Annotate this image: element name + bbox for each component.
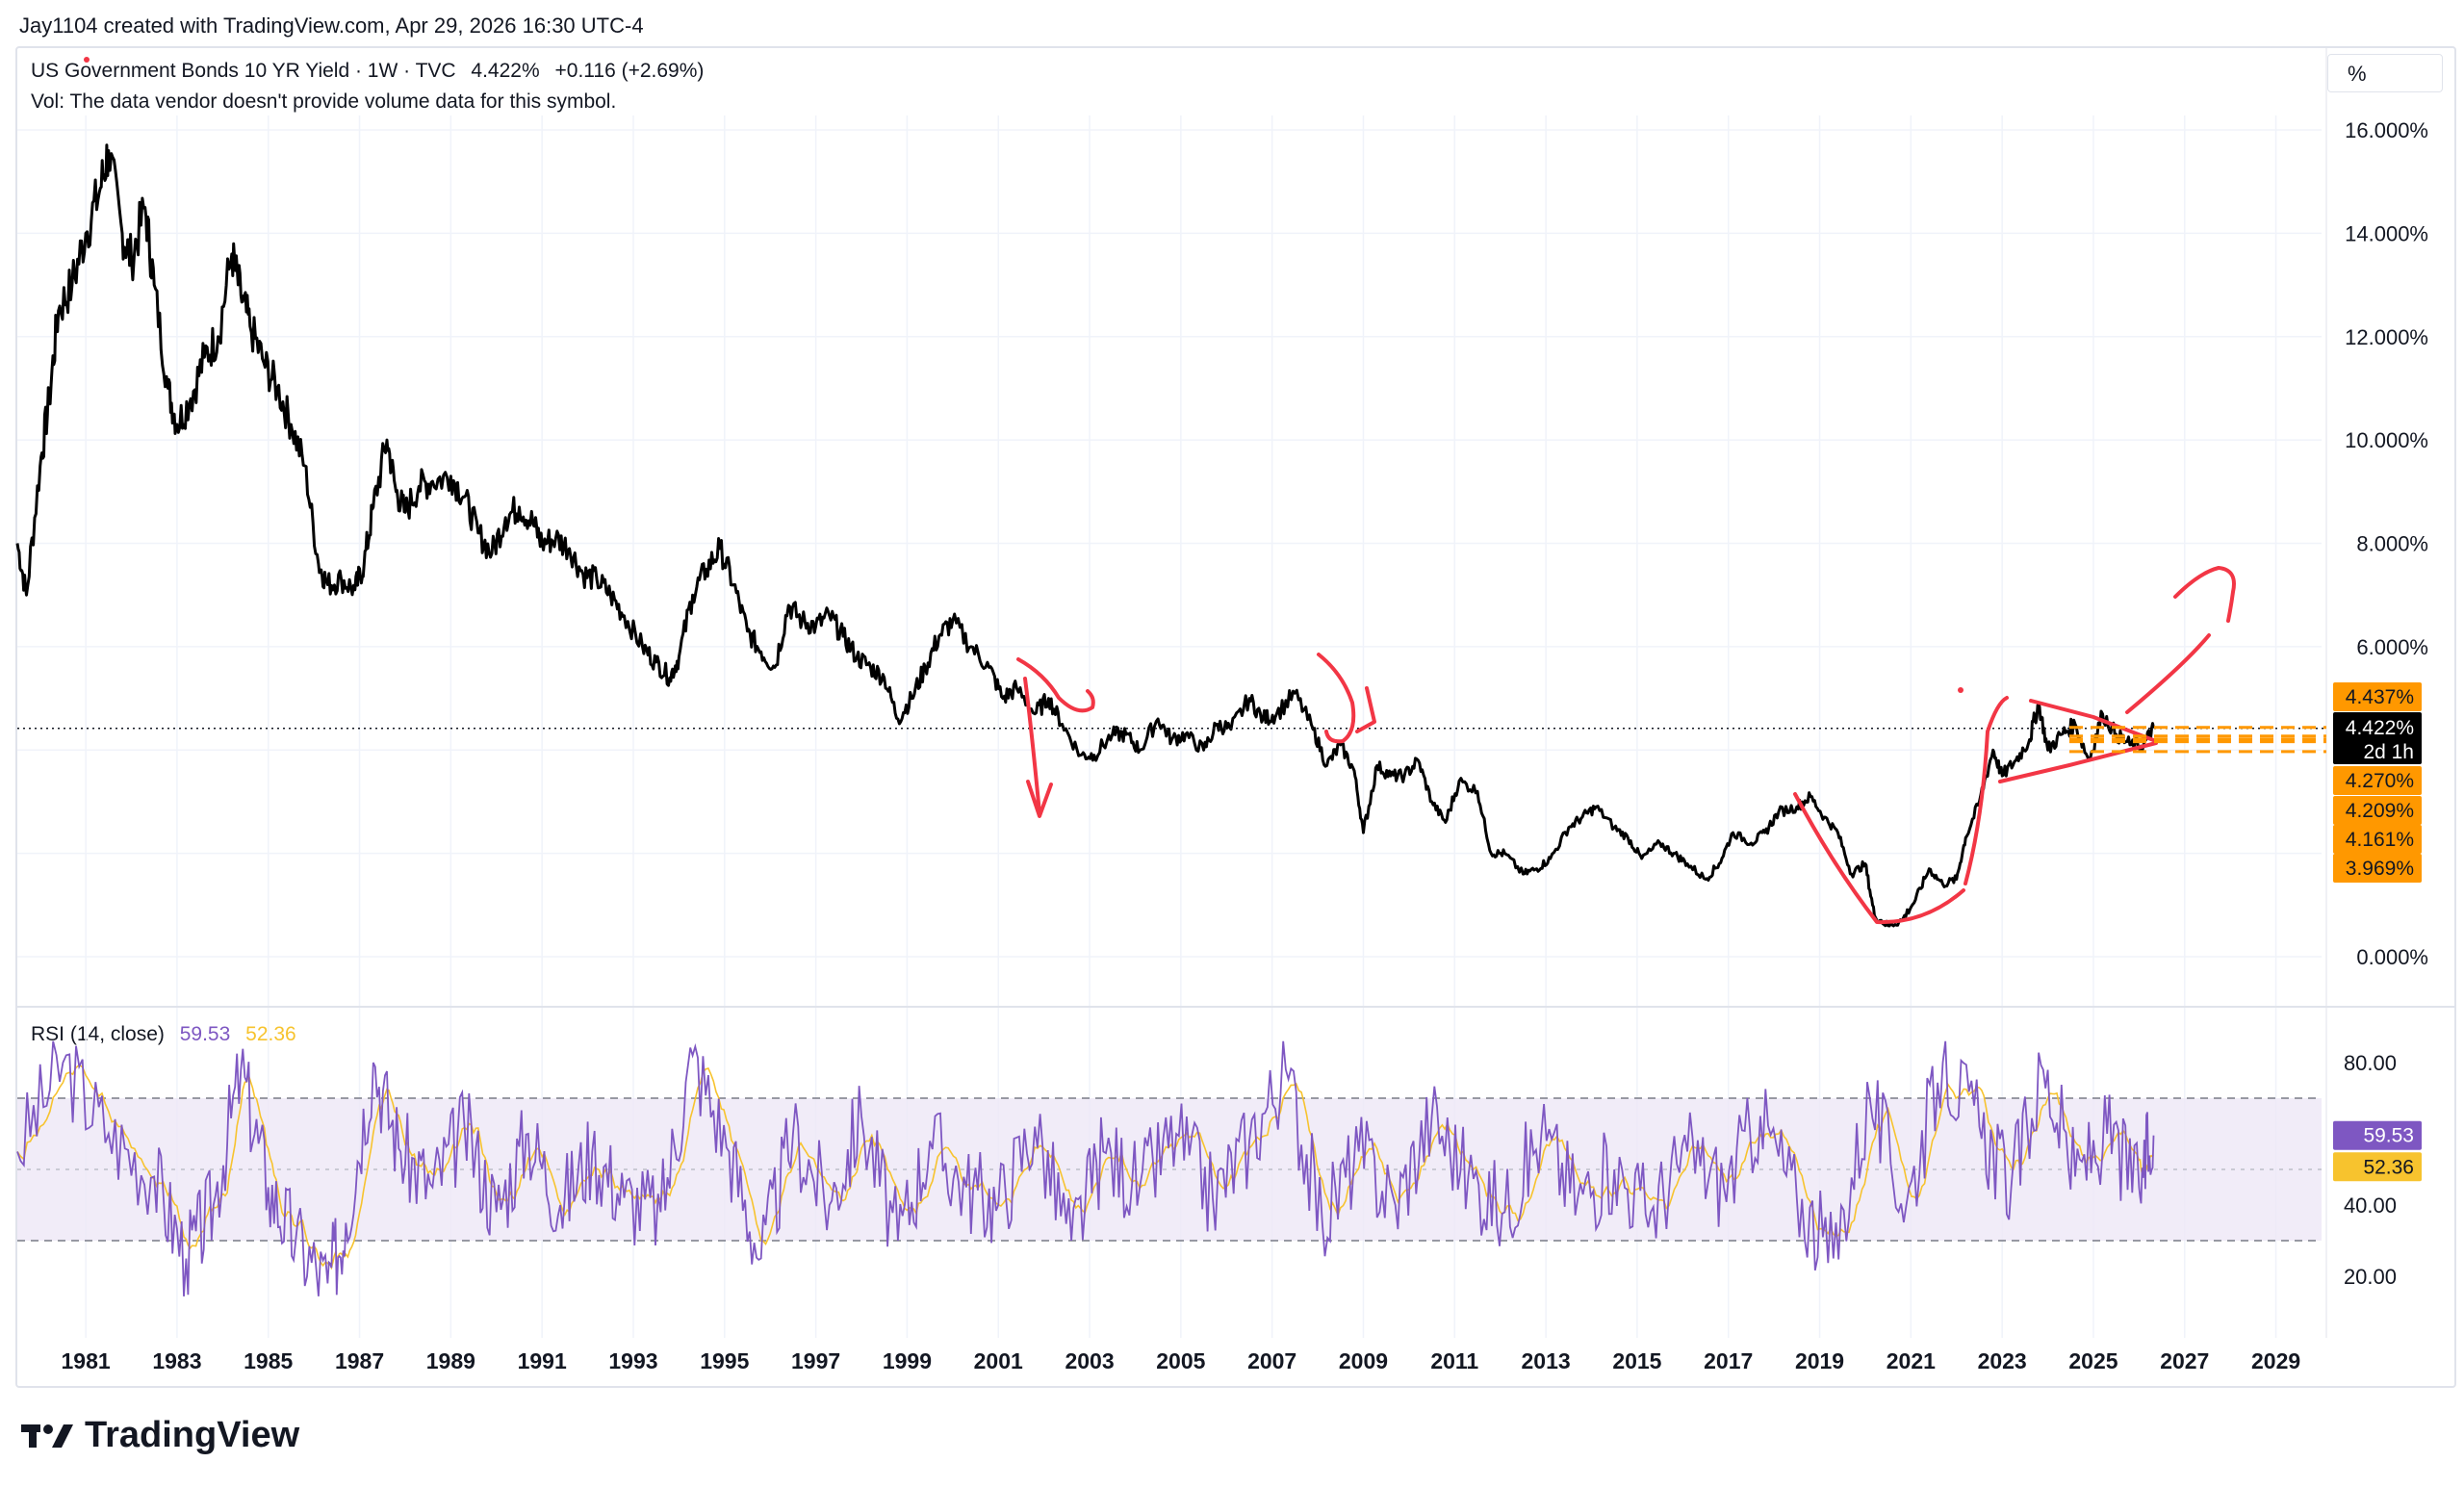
volume-note: Vol: The data vendor doesn't provide vol… xyxy=(31,90,617,113)
chart-panel[interactable] xyxy=(15,46,2456,1388)
tradingview-logo[interactable]: TradingView xyxy=(21,1415,299,1456)
chart-credit: Jay1104 created with TradingView.com, Ap… xyxy=(19,13,644,38)
brand-name: TradingView xyxy=(85,1415,300,1455)
rsi-legend: RSI (14, close) 59.53 52.36 xyxy=(31,1023,296,1046)
rsi-ma-legend-value: 52.36 xyxy=(245,1023,296,1045)
symbol-legend: US Government Bonds 10 YR Yield · 1W · T… xyxy=(31,60,704,83)
rsi-label[interactable]: RSI (14, close) xyxy=(31,1023,165,1045)
symbol-title[interactable]: US Government Bonds 10 YR Yield · 1W · T… xyxy=(31,60,456,82)
last-value: 4.422% xyxy=(471,60,540,82)
price-scale-unit-button[interactable]: % xyxy=(2327,54,2443,92)
tradingview-logo-icon xyxy=(21,1424,73,1448)
rsi-legend-value: 59.53 xyxy=(179,1023,231,1045)
change-value: +0.116 (+2.69%) xyxy=(554,60,705,82)
